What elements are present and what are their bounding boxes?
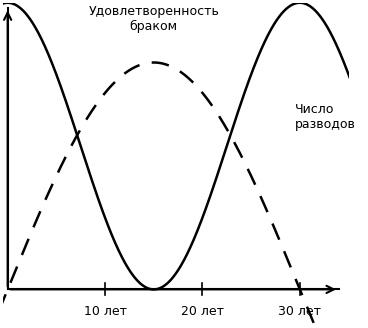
Text: 20 лет: 20 лет (181, 305, 224, 318)
Text: 30 лет: 30 лет (278, 305, 321, 318)
Text: 10 лет: 10 лет (84, 305, 127, 318)
Text: Число
разводов: Число разводов (295, 103, 356, 132)
Text: Удовлетворенность
браком: Удовлетворенность браком (88, 5, 219, 33)
